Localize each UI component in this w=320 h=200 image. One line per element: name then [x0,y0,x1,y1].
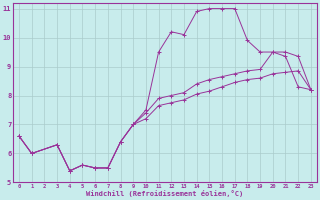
X-axis label: Windchill (Refroidissement éolien,°C): Windchill (Refroidissement éolien,°C) [86,190,244,197]
